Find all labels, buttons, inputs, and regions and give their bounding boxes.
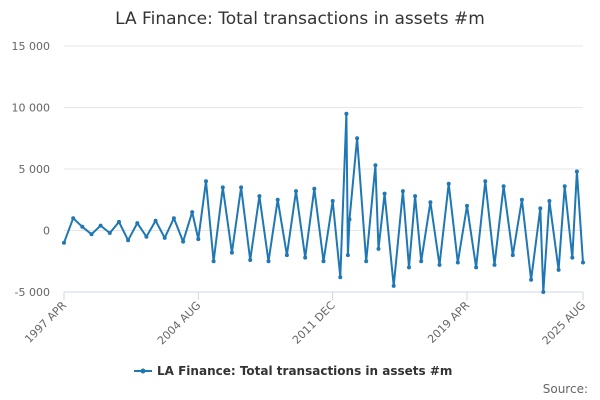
data-point[interactable]: [581, 260, 585, 265]
y-tick-label: 15 000: [12, 40, 51, 53]
data-point[interactable]: [204, 179, 208, 184]
data-point[interactable]: [126, 238, 131, 243]
data-point[interactable]: [71, 216, 76, 221]
data-point[interactable]: [135, 221, 140, 226]
data-point[interactable]: [547, 199, 552, 203]
data-point[interactable]: [144, 234, 149, 239]
data-point[interactable]: [413, 194, 418, 199]
data-point[interactable]: [538, 206, 543, 211]
y-tick-label: 0: [43, 225, 50, 238]
data-point[interactable]: [364, 259, 369, 264]
data-point[interactable]: [510, 253, 515, 258]
data-point[interactable]: [446, 181, 451, 186]
data-point[interactable]: [62, 240, 66, 245]
data-point[interactable]: [275, 197, 280, 202]
data-point[interactable]: [501, 184, 506, 189]
data-point[interactable]: [541, 290, 546, 294]
x-tick-label: 2011 DEC: [290, 299, 338, 347]
data-point[interactable]: [220, 185, 225, 190]
data-point[interactable]: [382, 191, 387, 196]
data-point[interactable]: [556, 267, 561, 272]
data-point[interactable]: [181, 239, 186, 244]
data-point[interactable]: [229, 250, 234, 255]
legend[interactable]: LA Finance: Total transactions in assets…: [134, 364, 452, 378]
data-point[interactable]: [257, 194, 262, 199]
data-point[interactable]: [529, 277, 534, 282]
data-point[interactable]: [89, 232, 94, 237]
y-axis: 15 000 10 000 5 000 0 -5 000: [12, 40, 51, 299]
data-point[interactable]: [303, 255, 308, 260]
data-point[interactable]: [519, 197, 524, 202]
data-point[interactable]: [321, 259, 326, 264]
legend-label: LA Finance: Total transactions in assets…: [157, 364, 452, 378]
data-point[interactable]: [455, 260, 460, 265]
data-point[interactable]: [284, 253, 289, 258]
data-point[interactable]: [492, 262, 497, 267]
data-point[interactable]: [211, 259, 216, 264]
data-point[interactable]: [190, 210, 195, 215]
x-tick-label: 2019 APR: [425, 299, 472, 346]
data-point[interactable]: [196, 237, 201, 242]
data-point[interactable]: [474, 265, 479, 270]
data-point[interactable]: [570, 255, 575, 260]
data-point[interactable]: [153, 218, 158, 223]
data-point[interactable]: [294, 189, 298, 194]
data-point[interactable]: [562, 184, 567, 189]
data-point[interactable]: [117, 219, 121, 224]
data-point[interactable]: [248, 258, 253, 262]
data-point[interactable]: [347, 217, 352, 222]
data-point[interactable]: [80, 224, 85, 229]
legend-marker-symbol: [140, 368, 146, 374]
y-tick-label: -5 000: [15, 286, 50, 299]
data-point[interactable]: [437, 262, 442, 267]
x-tick-label: 1997 APR: [22, 299, 69, 346]
data-point[interactable]: [107, 231, 112, 235]
data-point[interactable]: [483, 179, 488, 184]
data-point[interactable]: [266, 259, 271, 264]
plot-area: [62, 111, 585, 294]
x-tick-label: 2004 AUG: [155, 299, 204, 348]
y-tick-label: 5 000: [19, 163, 51, 176]
data-point[interactable]: [574, 169, 579, 174]
y-tick-label: 10 000: [12, 102, 51, 115]
data-point[interactable]: [391, 283, 396, 288]
data-point[interactable]: [373, 163, 378, 168]
data-point[interactable]: [312, 186, 317, 191]
chart-title: LA Finance: Total transactions in assets…: [115, 9, 485, 29]
series-line[interactable]: [63, 112, 584, 293]
data-point[interactable]: [465, 203, 469, 208]
data-point[interactable]: [330, 199, 335, 203]
x-axis: 1997 APR 2004 AUG 2011 DEC 2019 APR 2025 AUG: [22, 291, 589, 348]
data-point[interactable]: [355, 136, 360, 141]
data-point[interactable]: [376, 246, 381, 251]
data-point[interactable]: [239, 185, 244, 190]
data-point[interactable]: [400, 189, 405, 194]
x-tick-label: 2025 AUG: [540, 299, 589, 348]
data-point[interactable]: [428, 200, 433, 205]
source-credit[interactable]: Source:: [543, 382, 588, 396]
data-point[interactable]: [419, 259, 424, 264]
data-point[interactable]: [338, 275, 343, 280]
data-point[interactable]: [162, 235, 167, 240]
data-point[interactable]: [171, 216, 176, 221]
data-point[interactable]: [98, 223, 103, 228]
data-point[interactable]: [407, 265, 411, 270]
data-point[interactable]: [345, 253, 350, 258]
data-point[interactable]: [344, 111, 349, 116]
